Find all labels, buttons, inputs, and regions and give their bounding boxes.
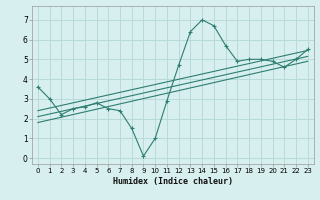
X-axis label: Humidex (Indice chaleur): Humidex (Indice chaleur)	[113, 177, 233, 186]
